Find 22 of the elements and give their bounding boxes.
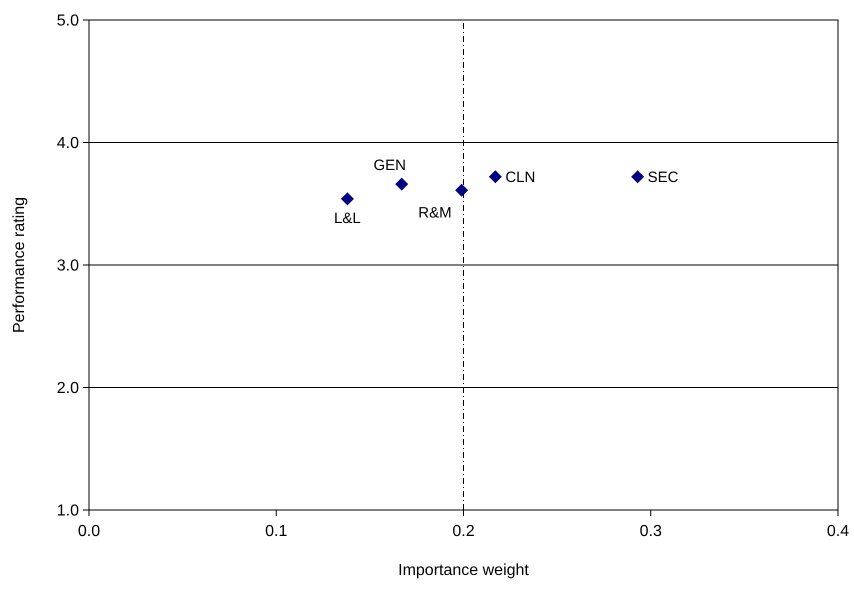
y-tick-label: 2.0 xyxy=(56,380,80,398)
annotation: SEC xyxy=(648,168,679,186)
y-tick-label: 1.0 xyxy=(56,502,80,520)
point xyxy=(395,178,408,191)
point xyxy=(340,192,354,206)
point xyxy=(631,170,644,184)
x-tick-label: 0.4 xyxy=(826,523,850,540)
x-tick-label: 0.1 xyxy=(265,523,288,540)
y-tick-label: 3.0 xyxy=(56,258,80,275)
point xyxy=(488,170,502,184)
annotation: R&M xyxy=(418,204,452,222)
point xyxy=(455,184,468,197)
y-axis-title: Performance rating xyxy=(11,196,28,334)
annotation: GEN xyxy=(373,157,406,174)
x-tick-label: 0.3 xyxy=(640,523,662,540)
y-tick-label: 5.0 xyxy=(56,12,80,30)
annotation: L&L xyxy=(334,210,361,227)
x-tick-label: 0.2 xyxy=(452,523,475,540)
x-axis-title: Importance weight xyxy=(398,562,530,579)
annotation: CLN xyxy=(505,168,536,186)
y-tick-label: 4.0 xyxy=(56,135,80,152)
x-tick-label: 0.0 xyxy=(78,523,100,540)
